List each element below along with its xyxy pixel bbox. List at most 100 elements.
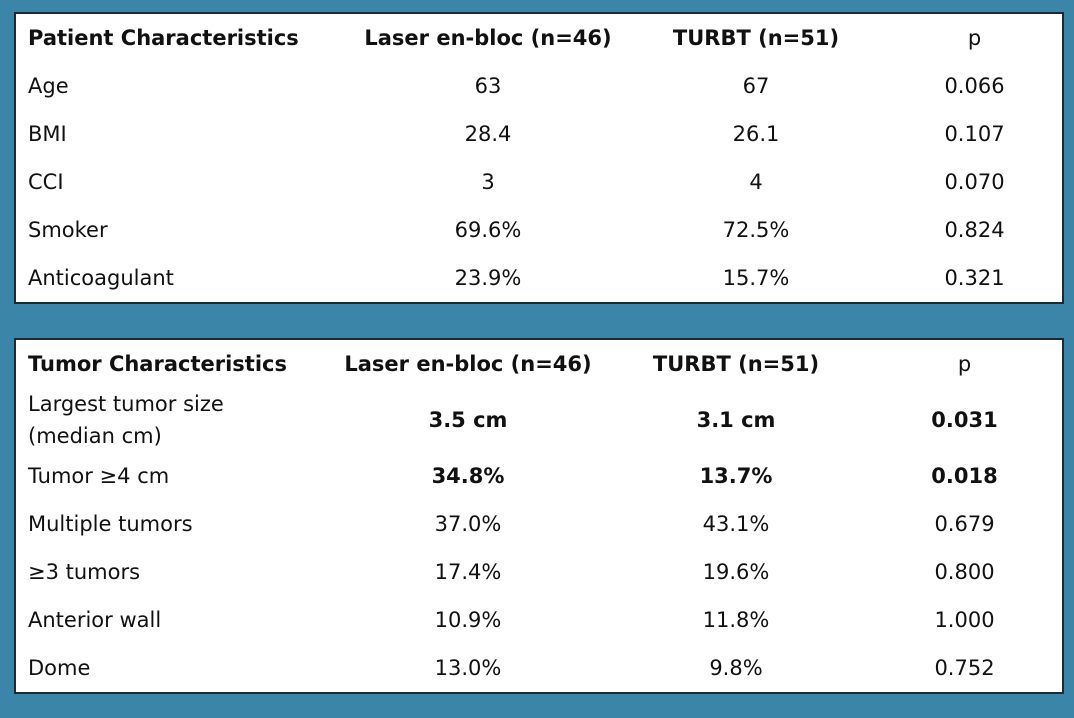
data-row: Anterior wall 10.9% 11.8% 1.000 [15, 596, 1063, 644]
cell-text: 9.8% [709, 656, 763, 680]
cell-text: 0.066 [944, 74, 1005, 98]
cell-text: 1.000 [934, 608, 995, 632]
header-cell: TURBT (n=51) [625, 13, 887, 62]
row-label: Largest tumor size (median cm) [15, 388, 331, 452]
cell: 0.752 [867, 644, 1063, 693]
cell: 15.7% [625, 254, 887, 303]
cell: 4 [625, 158, 887, 206]
cell-text: 10.9% [434, 608, 502, 632]
row-label: Smoker [15, 206, 351, 254]
cell: 26.1 [625, 110, 887, 158]
header-row: Patient Characteristics Laser en-bloc (n=… [15, 13, 1063, 62]
cell: 3.5 cm [331, 388, 605, 452]
cell: 3.1 cm [605, 388, 867, 452]
cell: 0.066 [887, 62, 1063, 110]
row-label-text: ≥3 tumors [28, 560, 141, 584]
header-cell-text: Laser en-bloc (n=46) [364, 26, 612, 50]
cell-text: 0.824 [944, 218, 1005, 242]
row-label: Age [15, 62, 351, 110]
cell: 23.9% [351, 254, 625, 303]
row-label-text: Multiple tumors [28, 512, 193, 536]
row-label: Multiple tumors [15, 500, 331, 548]
row-label-text: Largest tumor size (median cm) [28, 392, 224, 448]
cell: 0.070 [887, 158, 1063, 206]
data-row: BMI 28.4 26.1 0.107 [15, 110, 1063, 158]
row-label-text: Anticoagulant [28, 266, 174, 290]
header-cell: p [867, 339, 1063, 388]
data-row: Anticoagulant 23.9% 15.7% 0.321 [15, 254, 1063, 303]
header-row: Tumor Characteristics Laser en-bloc (n=46… [15, 339, 1063, 388]
data-row: Tumor ≥4 cm 34.8% 13.7% 0.018 [15, 452, 1063, 500]
cell-text: 23.9% [454, 266, 522, 290]
header-cell-text: TURBT (n=51) [652, 352, 820, 376]
cell-text: 0.018 [931, 464, 998, 488]
cell-text: 0.031 [931, 408, 998, 432]
row-label-text: Dome [28, 656, 91, 680]
cell: 69.6% [351, 206, 625, 254]
row-label: Tumor ≥4 cm [15, 452, 331, 500]
row-label-text: BMI [28, 122, 67, 146]
cell: 0.321 [887, 254, 1063, 303]
cell: 0.679 [867, 500, 1063, 548]
cell: 13.7% [605, 452, 867, 500]
cell: 10.9% [331, 596, 605, 644]
cell-text: 3.1 cm [696, 408, 776, 432]
cell-text: 69.6% [454, 218, 522, 242]
cell: 43.1% [605, 500, 867, 548]
cell-text: 0.321 [944, 266, 1005, 290]
row-label-text: Age [28, 74, 69, 98]
row-label: Anterior wall [15, 596, 331, 644]
cell: 19.6% [605, 548, 867, 596]
cell-text: 37.0% [434, 512, 502, 536]
cell-text: 34.8% [431, 464, 505, 488]
data-row: Multiple tumors 37.0% 43.1% 0.679 [15, 500, 1063, 548]
cell: 3 [351, 158, 625, 206]
header-cell-text: TURBT (n=51) [672, 26, 840, 50]
cell: 17.4% [331, 548, 605, 596]
cell-text: 11.8% [702, 608, 770, 632]
row-label-text: CCI [28, 170, 64, 194]
data-row: Smoker 69.6% 72.5% 0.824 [15, 206, 1063, 254]
data-row: Age 63 67 0.066 [15, 62, 1063, 110]
row-label: CCI [15, 158, 351, 206]
cell-text: 13.0% [434, 656, 502, 680]
header-cell: Laser en-bloc (n=46) [331, 339, 605, 388]
cell-text: 19.6% [702, 560, 770, 584]
cell-text: 26.1 [732, 122, 780, 146]
patient-table: Patient Characteristics Laser en-bloc (n=… [14, 12, 1064, 304]
cell-text: 0.800 [934, 560, 995, 584]
cell-text: 17.4% [434, 560, 502, 584]
row-label: Anticoagulant [15, 254, 351, 303]
cell: 0.031 [867, 388, 1063, 452]
cell: 72.5% [625, 206, 887, 254]
cell-text: 0.752 [934, 656, 995, 680]
header-cell: TURBT (n=51) [605, 339, 867, 388]
cell-text: 0.070 [944, 170, 1005, 194]
row-label: Dome [15, 644, 331, 693]
cell-text: 3 [481, 170, 495, 194]
cell: 28.4 [351, 110, 625, 158]
cell-text: 72.5% [722, 218, 790, 242]
cell: 0.800 [867, 548, 1063, 596]
cell-text: 3.5 cm [428, 408, 508, 432]
data-row: CCI 3 4 0.070 [15, 158, 1063, 206]
cell-text: 0.107 [944, 122, 1005, 146]
header-cell-text: Laser en-bloc (n=46) [344, 352, 592, 376]
cell-text: 13.7% [699, 464, 773, 488]
cell: 37.0% [331, 500, 605, 548]
row-label-text: Anterior wall [28, 608, 162, 632]
row-label: ≥3 tumors [15, 548, 331, 596]
cell: 63 [351, 62, 625, 110]
header-cell: Laser en-bloc (n=46) [351, 13, 625, 62]
cell: 67 [625, 62, 887, 110]
cell-text: 63 [474, 74, 502, 98]
cell: 13.0% [331, 644, 605, 693]
row-label-text: Smoker [28, 218, 108, 242]
row-label: BMI [15, 110, 351, 158]
cell-text: 28.4 [464, 122, 512, 146]
cell-text: 15.7% [722, 266, 790, 290]
row-label-text: Tumor ≥4 cm [28, 464, 170, 488]
cell-text: 43.1% [702, 512, 770, 536]
cell: 0.824 [887, 206, 1063, 254]
